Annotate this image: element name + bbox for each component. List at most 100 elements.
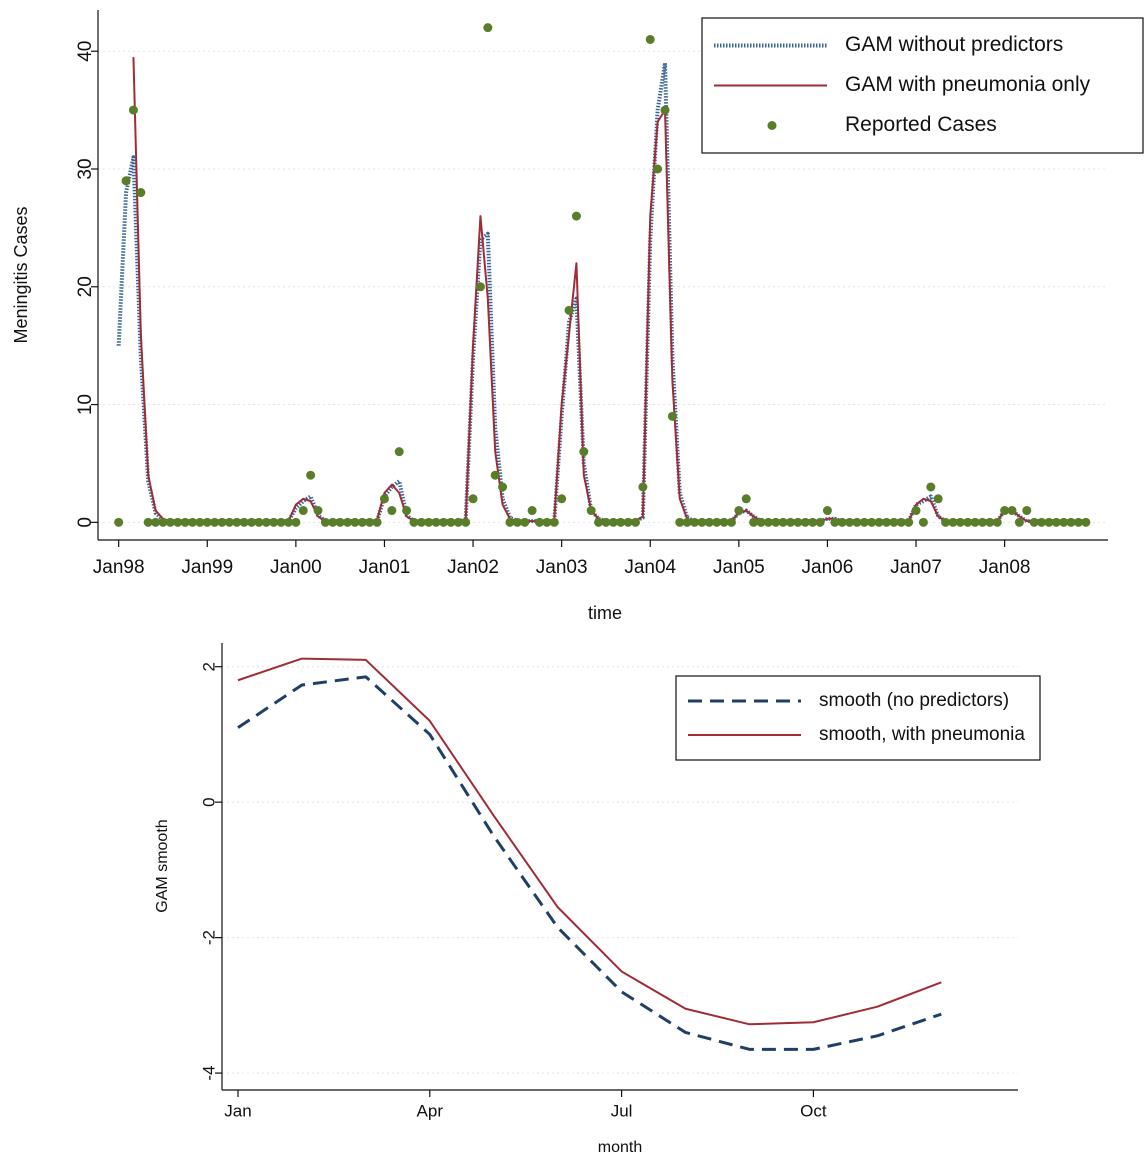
data-point — [608, 517, 618, 527]
data-point — [756, 517, 766, 527]
data-point — [941, 517, 951, 527]
data-point — [165, 517, 175, 527]
data-point — [505, 517, 515, 527]
data-point — [690, 517, 700, 527]
x-tick-label: Jan07 — [890, 557, 942, 578]
x-tick-label: Jan98 — [93, 557, 145, 578]
data-point — [1000, 506, 1010, 516]
data-point — [778, 517, 788, 527]
data-point — [269, 517, 279, 527]
data-point — [645, 34, 655, 44]
data-point — [579, 447, 589, 457]
data-point — [771, 517, 781, 527]
data-point — [763, 517, 773, 527]
data-point — [1059, 517, 1069, 527]
data-point — [697, 517, 707, 527]
y-tick-label: 2 — [199, 662, 218, 671]
data-point — [638, 482, 648, 492]
data-point — [283, 517, 293, 527]
data-point — [970, 517, 980, 527]
data-point — [128, 105, 138, 115]
data-point — [114, 517, 124, 527]
data-point — [726, 517, 736, 527]
data-point — [439, 517, 449, 527]
data-point — [424, 517, 434, 527]
data-point — [616, 517, 626, 527]
data-point — [298, 506, 308, 516]
data-point — [571, 211, 581, 221]
data-point — [328, 517, 338, 527]
data-point — [874, 517, 884, 527]
data-point — [239, 517, 249, 527]
data-point — [822, 506, 832, 516]
data-point — [623, 517, 633, 527]
data-point — [904, 517, 914, 527]
legend-label: smooth, with pneumonia — [819, 724, 1025, 745]
data-point — [653, 164, 663, 174]
data-point — [985, 517, 995, 527]
data-point — [335, 517, 345, 527]
data-point — [682, 517, 692, 527]
data-point — [343, 517, 353, 527]
data-point — [210, 517, 220, 527]
data-point — [963, 517, 973, 527]
data-point — [955, 517, 965, 527]
data-point — [911, 506, 921, 516]
data-point — [475, 282, 485, 292]
data-point — [586, 506, 596, 516]
data-point — [431, 517, 441, 527]
data-point — [350, 517, 360, 527]
x-tick-label: Jan02 — [447, 557, 499, 578]
x-tick-label: Jan05 — [713, 557, 765, 578]
y-tick-label: 40 — [75, 41, 96, 62]
data-point — [992, 517, 1002, 527]
data-point — [306, 470, 316, 480]
data-point — [535, 517, 545, 527]
data-point — [357, 517, 367, 527]
data-point — [180, 517, 190, 527]
data-point — [320, 517, 330, 527]
data-point — [830, 517, 840, 527]
data-point — [365, 517, 375, 527]
data-point — [837, 517, 847, 527]
y-tick-label: 10 — [75, 394, 96, 415]
data-point — [490, 470, 500, 480]
data-point — [712, 517, 722, 527]
x-axis-title: time — [588, 603, 622, 623]
y-tick-label: 20 — [75, 276, 96, 297]
data-point — [468, 494, 478, 504]
data-point — [564, 305, 574, 315]
data-point — [453, 517, 463, 527]
data-point — [859, 517, 869, 527]
data-point — [313, 506, 323, 516]
data-point — [896, 517, 906, 527]
data-point — [594, 517, 604, 527]
data-point — [845, 517, 855, 527]
data-point — [749, 517, 759, 527]
x-tick-label: Jan03 — [536, 557, 588, 578]
data-point — [461, 517, 471, 527]
data-point — [195, 517, 205, 527]
data-point — [1037, 517, 1047, 527]
data-point — [667, 411, 677, 421]
data-point — [630, 517, 640, 527]
data-point — [136, 188, 146, 198]
data-point — [483, 23, 493, 33]
data-point — [158, 517, 168, 527]
data-point — [815, 517, 825, 527]
y-axis-title: Meningitis Cases — [11, 206, 31, 343]
data-point — [247, 517, 257, 527]
data-point — [675, 517, 685, 527]
data-point — [882, 517, 892, 527]
data-point — [254, 517, 264, 527]
x-tick-label: Jan01 — [359, 557, 411, 578]
x-axis-title: month — [598, 1139, 642, 1156]
legend-box — [675, 675, 1041, 761]
data-point — [202, 517, 212, 527]
x-tick-label: Jan00 — [270, 557, 322, 578]
data-point — [704, 517, 714, 527]
data-point — [557, 494, 567, 504]
data-point — [1022, 506, 1032, 516]
data-point — [151, 517, 161, 527]
